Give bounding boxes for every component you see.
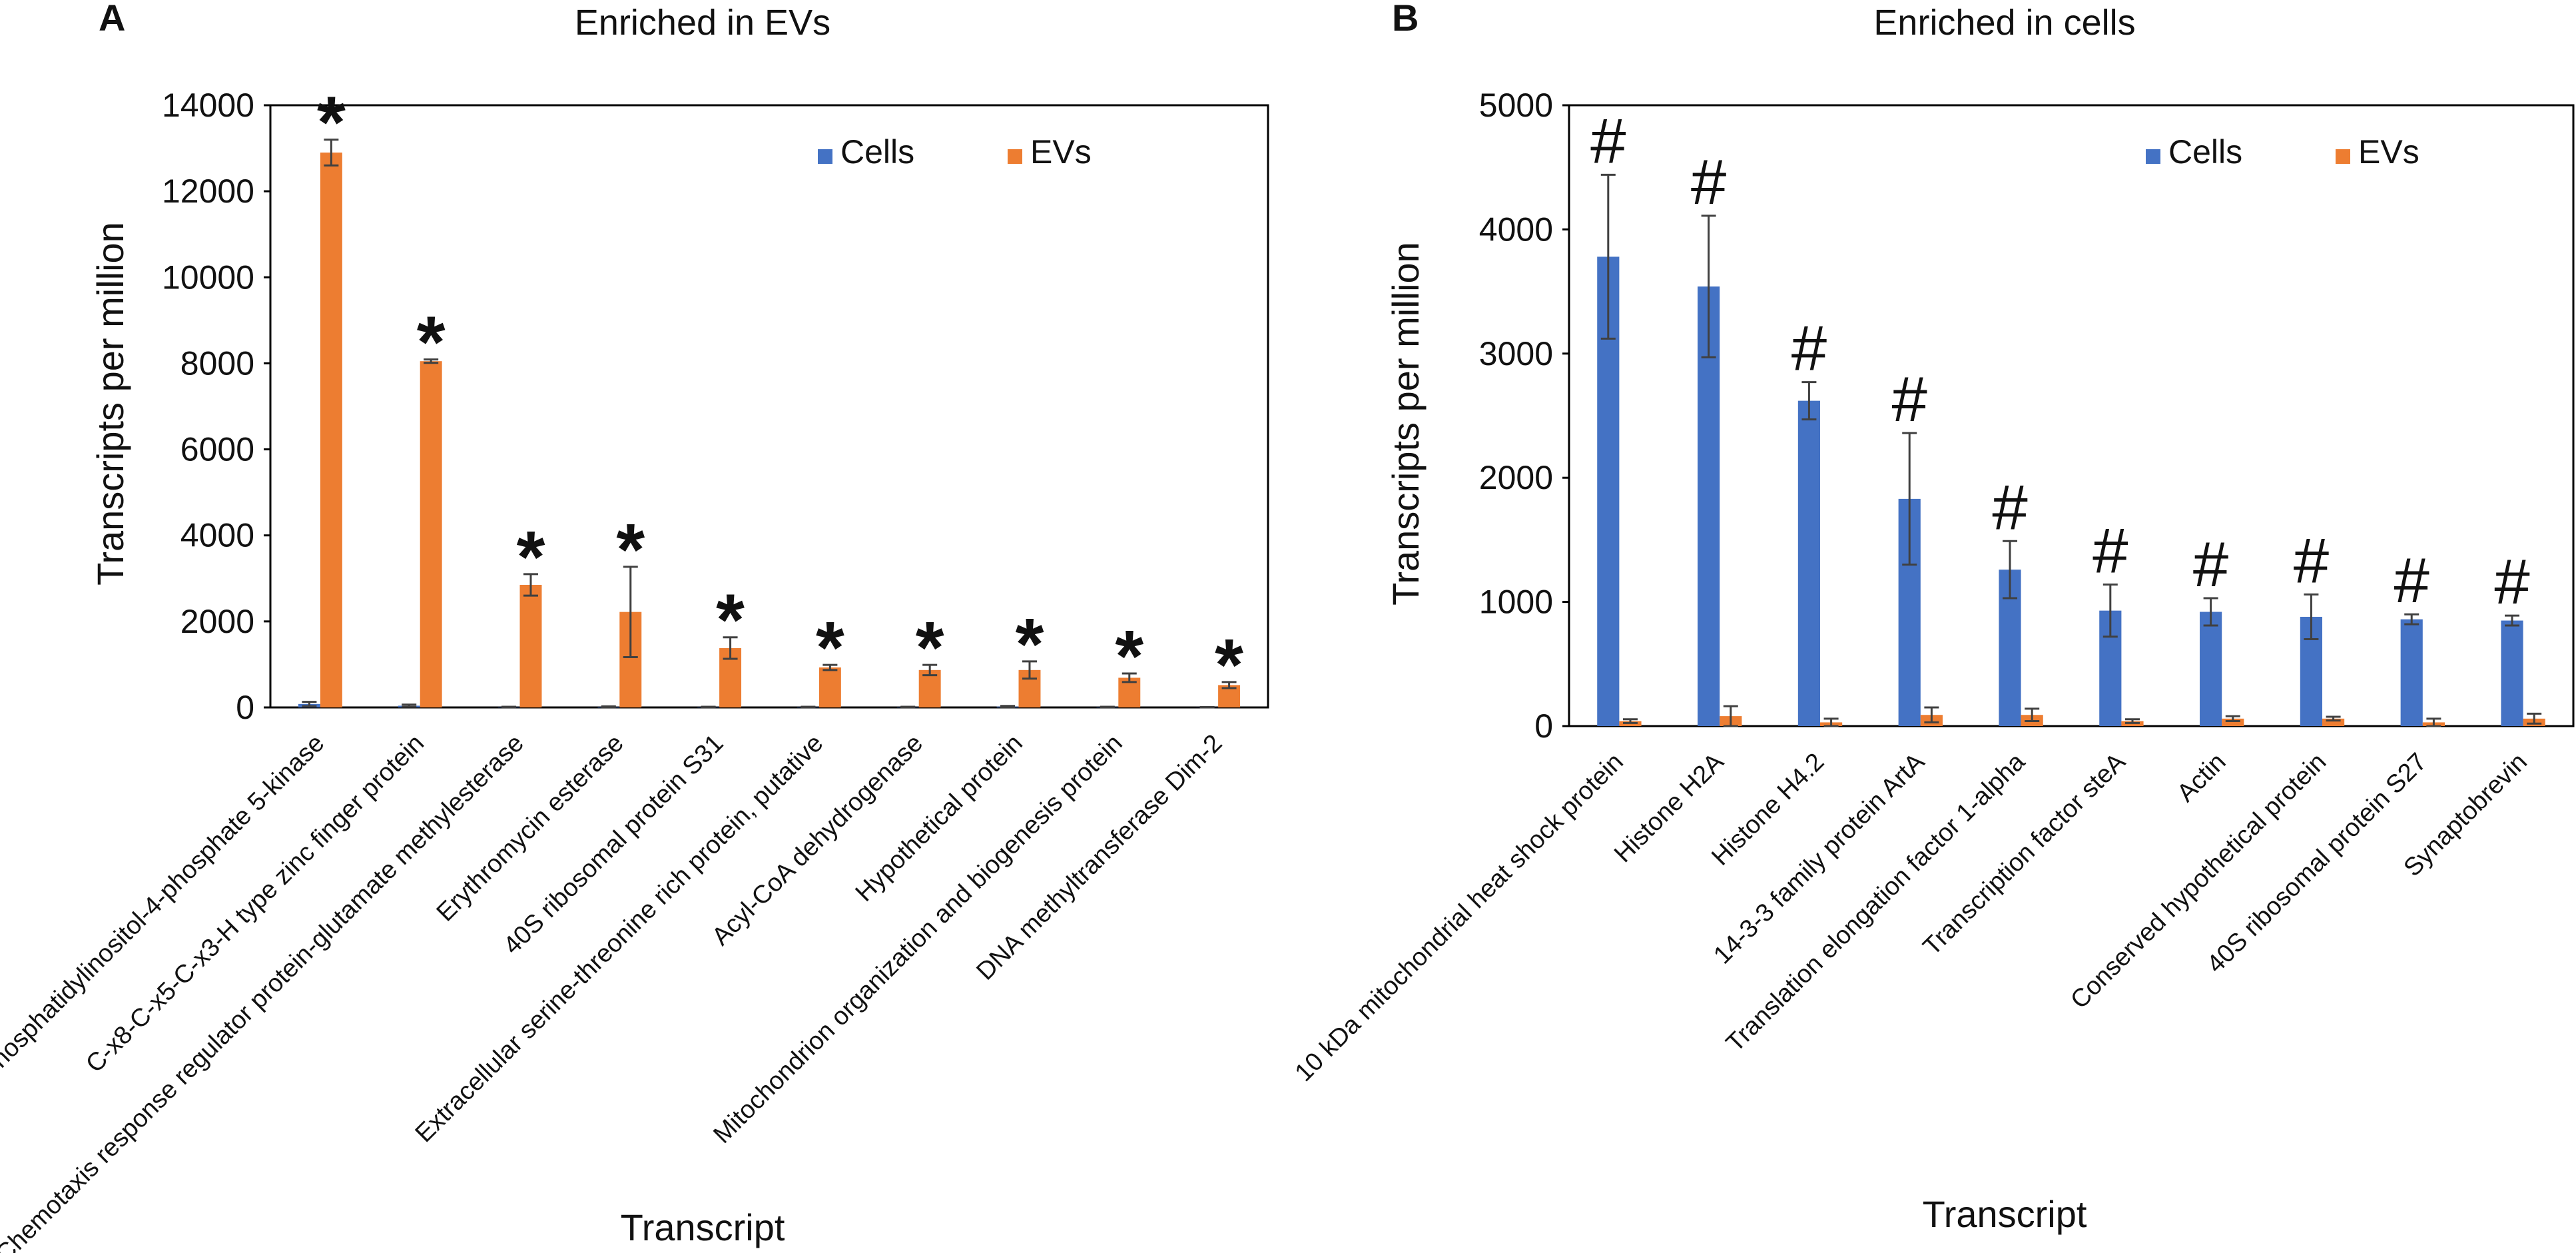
y-tick-label: 4000 [1479, 210, 1553, 248]
y-tick-label: 3000 [1479, 335, 1553, 372]
category-label: C-x8-C-x5-C-x3-H type zinc finger protei… [81, 729, 430, 1078]
significance-marker: # [2494, 546, 2529, 618]
y-tick-label: 5000 [1479, 87, 1553, 124]
legend-swatch-evs [1008, 149, 1022, 164]
y-tick-label: 0 [1534, 707, 1553, 745]
significance-marker: * [417, 302, 446, 384]
panel-a-axis-frame [264, 104, 1269, 709]
y-tick-label: 2000 [1479, 459, 1553, 496]
y-tick-label: 0 [236, 689, 254, 726]
bar-evs [818, 667, 841, 707]
bar-evs [2222, 718, 2244, 726]
significance-marker: * [616, 509, 645, 591]
category-label: 1-phosphatidylinositol-4-phosphate 5-kin… [0, 729, 330, 1099]
legend-label-cells: Cells [840, 133, 914, 171]
y-tick-label: 12000 [162, 173, 254, 210]
category-label: 10 kDa mitochondrial heat shock protein [1290, 748, 1629, 1087]
bar-cells [2200, 612, 2222, 726]
panel-a-y-axis-label: Transcripts per million [89, 222, 131, 586]
category-label: Erythromycin esterase [432, 729, 629, 927]
panel-b-bars [1597, 173, 2545, 727]
panel-a-legend: Cells EVs [818, 133, 1092, 171]
category-label: Actin [2172, 748, 2231, 807]
y-tick-label: 2000 [180, 603, 254, 640]
category-label: Transcription factor steA [1918, 747, 2131, 961]
bar-evs [320, 153, 342, 707]
significance-marker: * [816, 607, 844, 689]
y-tick-label: 6000 [180, 431, 254, 468]
bar-cells [1797, 400, 1820, 726]
category-label: Hypothetical protein [850, 729, 1028, 907]
panel-a-x-axis-label: Transcript [621, 1206, 785, 1248]
bar-evs [918, 669, 941, 707]
plot-area-border [269, 104, 1269, 709]
significance-marker: # [2093, 516, 2128, 587]
significance-marker: * [1115, 616, 1143, 697]
legend-swatch-evs [2336, 149, 2350, 164]
significance-marker: * [517, 516, 545, 598]
significance-marker: # [1791, 313, 1827, 384]
y-tick-label: 14000 [162, 87, 254, 124]
panel-b-chart: B Enriched in cells Transcripts per mill… [1290, 0, 2575, 1235]
y-tick-label: 10000 [162, 258, 254, 296]
significance-marker: * [716, 580, 745, 661]
bar-cells [2400, 619, 2423, 726]
significance-marker: * [1016, 604, 1044, 685]
panel-b-y-axis-label: Transcripts per million [1385, 242, 1427, 606]
panel-b-x-axis-label: Transcript [1923, 1193, 2087, 1235]
y-tick-label: 1000 [1479, 584, 1553, 621]
legend-label-evs: EVs [2358, 133, 2419, 171]
significance-marker: # [2294, 525, 2329, 596]
bar-evs [420, 361, 442, 707]
panel-letter-a: A [99, 0, 125, 39]
category-label: 14-3-3 family protein ArtA [1708, 747, 1930, 969]
panel-b-title: Enriched in cells [1873, 3, 2135, 43]
significance-marker: # [2394, 545, 2429, 616]
significance-marker: # [1590, 105, 1626, 177]
significance-marker: # [1892, 364, 1927, 435]
significance-marker: * [1215, 624, 1243, 706]
panel-letter-b: B [1392, 0, 1419, 39]
significance-marker: # [1992, 472, 2027, 543]
bar-cells [2501, 620, 2523, 726]
legend-swatch-cells [818, 149, 832, 164]
significance-marker: # [1691, 147, 1726, 218]
legend-label-evs: EVs [1030, 133, 1092, 171]
panel-b-axis-frame [1562, 104, 2575, 727]
significance-marker: * [317, 82, 346, 164]
legend-swatch-cells [2146, 149, 2160, 164]
category-label: Acyl-CoA dehydrogenase [707, 729, 928, 951]
panel-a-bars [298, 139, 1241, 709]
panel-a-title: Enriched in EVs [575, 3, 830, 43]
bar-cells [1698, 286, 1720, 726]
y-tick-label: 8000 [180, 344, 254, 382]
significance-marker: * [916, 607, 944, 689]
panel-b-legend: Cells EVs [2146, 133, 2419, 171]
significance-marker: # [2193, 529, 2228, 600]
bar-evs [2322, 718, 2345, 726]
y-tick-label: 4000 [180, 517, 254, 554]
plot-area-border [1568, 104, 2575, 727]
legend-label-cells: Cells [2168, 133, 2242, 171]
bar-evs [519, 584, 542, 707]
panel-a-chart: A Enriched in EVs Transcripts per millio… [0, 0, 1269, 1253]
